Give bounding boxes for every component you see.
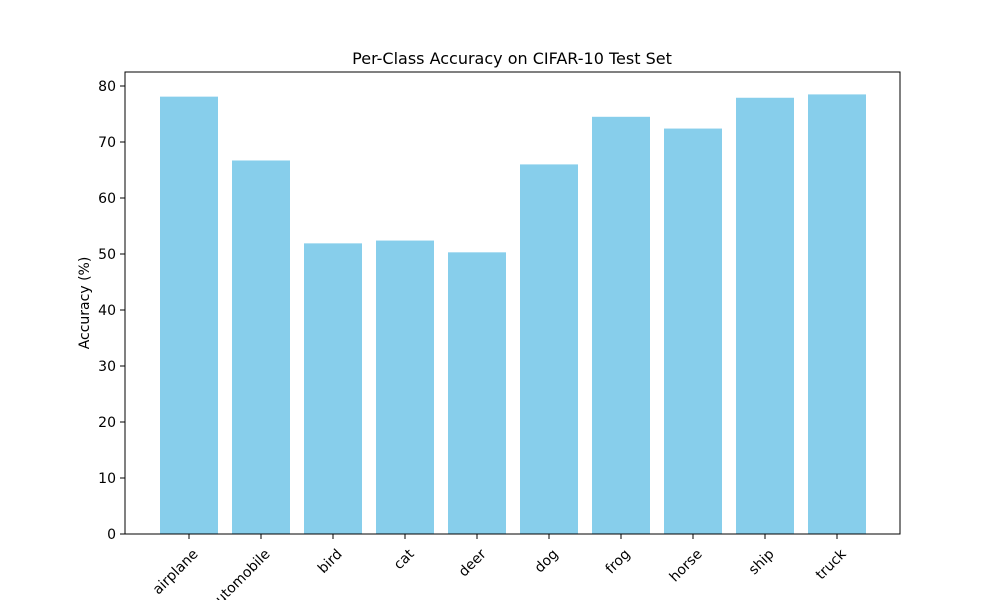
x-tick-label: airplane — [150, 546, 202, 598]
y-axis-label: Accuracy (%) — [77, 257, 93, 350]
y-tick-label: 10 — [98, 471, 116, 487]
bar-frog — [592, 116, 650, 535]
x-tick-label: cat — [391, 546, 418, 573]
bar-horse — [664, 128, 722, 534]
x-tick-label: frog — [603, 546, 634, 577]
x-tick-label: truck — [813, 546, 850, 583]
y-tick-label: 20 — [98, 415, 116, 431]
x-tick-label: dog — [532, 546, 562, 576]
y-tick-label: 50 — [98, 247, 116, 263]
chart-title: Per-Class Accuracy on CIFAR-10 Test Set — [352, 49, 672, 68]
y-tick-label: 30 — [98, 359, 116, 375]
bars-layer — [160, 94, 866, 535]
bar-deer — [448, 252, 506, 534]
x-tick-label: bird — [315, 546, 346, 577]
bar-cat — [376, 240, 434, 534]
x-tick-label: automobile — [206, 546, 273, 600]
bar-dog — [520, 164, 578, 534]
bar-airplane — [160, 96, 218, 534]
x-tick-label: ship — [746, 546, 778, 578]
y-tick-label: 60 — [98, 191, 116, 207]
bar-ship — [736, 97, 794, 534]
y-tick-label: 80 — [98, 79, 116, 95]
y-tick-label: 70 — [98, 135, 116, 151]
x-tick-label: deer — [456, 546, 490, 580]
bar-bird — [304, 243, 362, 535]
plot-frame — [124, 71, 901, 535]
axes-layer — [124, 71, 901, 535]
bar-truck — [808, 94, 866, 535]
bar-automobile — [232, 160, 290, 535]
x-tick-label: horse — [667, 546, 706, 585]
y-tick-label: 0 — [107, 527, 116, 543]
y-tick-label: 40 — [98, 303, 116, 319]
